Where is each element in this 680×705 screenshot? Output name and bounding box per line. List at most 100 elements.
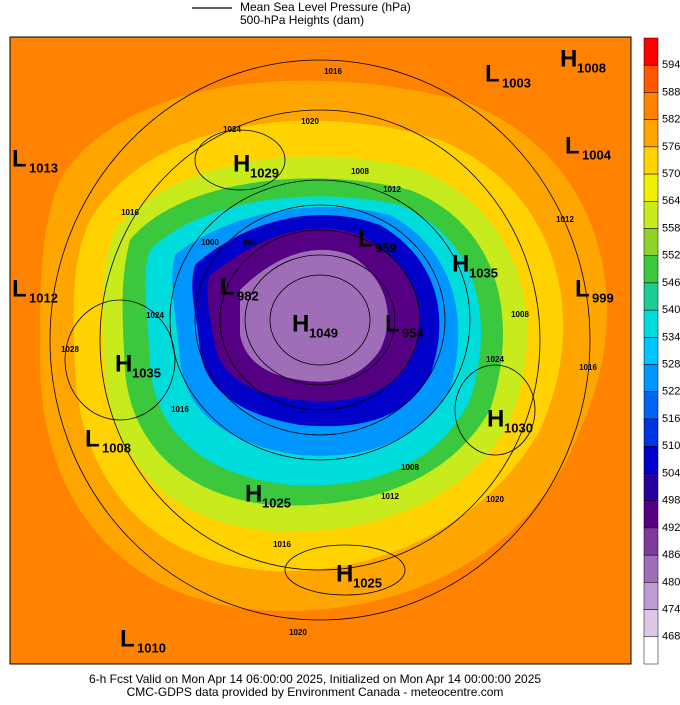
- legend-pressure: Mean Sea Level Pressure (hPa): [240, 0, 411, 14]
- center-letter: L: [220, 273, 235, 300]
- center-value: 1035: [469, 265, 498, 280]
- center-letter: L: [120, 625, 135, 652]
- center-letter: H: [487, 405, 504, 432]
- colorbar-label: 480: [662, 576, 680, 588]
- map-frame: [9, 36, 632, 665]
- center-value: 954: [402, 325, 424, 340]
- center-letter: L: [12, 145, 27, 172]
- colorbar-band: [643, 473, 659, 501]
- colorbar-label: 594: [662, 59, 680, 71]
- colorbar-band: [643, 309, 659, 338]
- colorbar-label: 588: [662, 86, 680, 98]
- colorbar-label: 516: [662, 413, 680, 425]
- center-value: 1025: [262, 495, 291, 510]
- colorbar-band: [643, 255, 659, 284]
- colorbar-band: [643, 391, 659, 420]
- center-value: 1029: [250, 165, 279, 180]
- map: [10, 37, 631, 664]
- colorbar-band: [643, 418, 659, 447]
- contour-label: 1008: [511, 310, 529, 319]
- colorbar-label: 474: [662, 603, 680, 615]
- center-letter: L: [485, 60, 500, 87]
- colorbar-label: 540: [662, 304, 680, 316]
- colorbar-label: 552: [662, 250, 680, 262]
- colorbar-band: [643, 554, 659, 583]
- center-letter: H: [560, 45, 577, 72]
- contour-label: 1028: [61, 345, 79, 354]
- footer-line: CMC-GDPS data provided by Environment Ca…: [127, 685, 504, 699]
- band-480: [240, 249, 388, 382]
- contour-label: 1016: [273, 540, 291, 549]
- colorbar-label: 492: [662, 522, 680, 534]
- colorbar-band: [643, 64, 659, 93]
- colorbar-band: [643, 337, 659, 365]
- contour-label: 1024: [146, 311, 164, 320]
- center-letter: L: [565, 132, 580, 159]
- colorbar-label: 534: [662, 331, 680, 343]
- colorbar-label: 546: [662, 277, 680, 289]
- colorbar-band: [643, 609, 659, 638]
- colorbar-band: [643, 636, 659, 665]
- center-value: 1010: [137, 640, 166, 655]
- contour-label: 1012: [381, 492, 399, 501]
- colorbar-label: 522: [662, 386, 680, 398]
- center-letter: H: [336, 560, 353, 587]
- colorbar-label: 528: [662, 359, 680, 371]
- contour-label: 1020: [289, 628, 307, 637]
- colorbar-label: 468: [662, 631, 680, 643]
- center-letter: H: [292, 310, 309, 337]
- colorbar-band: [643, 37, 659, 66]
- contour-label: 1012: [556, 215, 574, 224]
- center-value: 982: [237, 288, 259, 303]
- contour-label: 1000: [201, 238, 219, 247]
- center-letter: L: [575, 275, 590, 302]
- contour-label: 1016: [171, 405, 189, 414]
- center-value: 1025: [353, 575, 382, 590]
- footer-line: 6-h Fcst Valid on Mon Apr 14 06:00:00 20…: [89, 672, 541, 686]
- contour-label: 1024: [486, 355, 504, 364]
- colorbar-band: [643, 364, 659, 393]
- colorbar-label: 504: [662, 467, 680, 479]
- contour-label: 1012: [383, 185, 401, 194]
- contour-label: 1008: [401, 463, 419, 472]
- colorbar-band: [643, 146, 659, 175]
- contour-label: 1016: [121, 208, 139, 217]
- contour-label: 1020: [301, 117, 319, 126]
- colorbar-band: [643, 446, 659, 474]
- colorbar-label: 564: [662, 195, 680, 207]
- center-value: 1049: [309, 325, 338, 340]
- center-letter: L: [358, 225, 373, 252]
- center-value: 1012: [29, 290, 58, 305]
- center-value: 1004: [582, 147, 612, 162]
- colorbar-label: 510: [662, 440, 680, 452]
- colorbar-band: [643, 527, 659, 556]
- colorbar-label: 498: [662, 495, 680, 507]
- center-letter: H: [115, 350, 132, 377]
- colorbar-band: [643, 92, 659, 120]
- center-value: 1008: [102, 440, 131, 455]
- contour-label: 1016: [579, 363, 597, 372]
- contour-label: 1024: [223, 125, 241, 134]
- colorbar-label: 570: [662, 168, 680, 180]
- colorbar-label: 486: [662, 549, 680, 561]
- colorbar-band: [643, 500, 659, 529]
- colorbar-band: [643, 173, 659, 202]
- center-value: 1035: [132, 365, 161, 380]
- colorbar-band: [643, 582, 659, 610]
- center-letter: L: [12, 275, 27, 302]
- center-value: 1003: [502, 75, 531, 90]
- colorbar: 594 588 582 576 570 564 558 552 546 540 534 528 522 5…: [643, 37, 680, 665]
- contours: [49, 59, 591, 621]
- colorbar-label: 582: [662, 114, 680, 126]
- colorbar-band: [643, 228, 659, 256]
- center-value: 1008: [577, 60, 606, 75]
- center-letter: L: [385, 310, 400, 337]
- contour-label: 1016: [324, 67, 342, 76]
- center-value: 959: [375, 240, 397, 255]
- center-value: 1030: [504, 420, 533, 435]
- center-letter: H: [452, 250, 469, 277]
- contour-label: 996: [243, 238, 257, 247]
- colorbar-band: [643, 282, 659, 311]
- colorbar-label: 558: [662, 222, 680, 234]
